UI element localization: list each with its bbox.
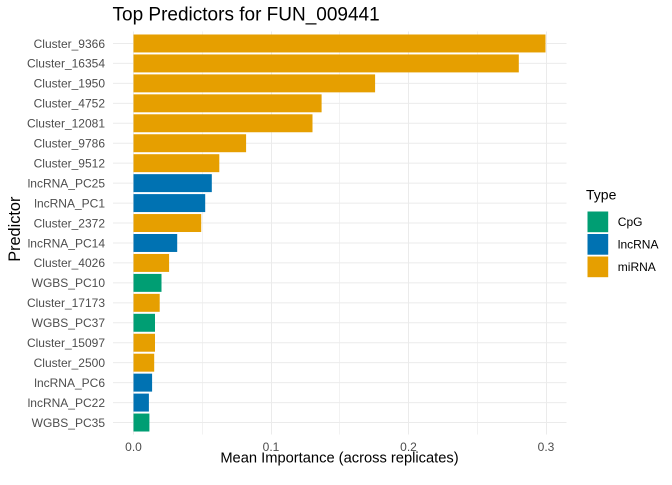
svg-text:CpG: CpG	[618, 215, 643, 229]
svg-text:0.1: 0.1	[263, 440, 280, 454]
svg-text:Cluster_4026: Cluster_4026	[34, 256, 106, 270]
svg-text:lncRNA_PC25: lncRNA_PC25	[28, 176, 106, 190]
svg-text:Cluster_17173: Cluster_17173	[27, 296, 105, 310]
svg-text:Cluster_1950: Cluster_1950	[34, 77, 106, 91]
svg-text:Top Predictors for FUN_009441: Top Predictors for FUN_009441	[113, 5, 380, 26]
svg-text:Predictor: Predictor	[6, 196, 24, 262]
svg-text:0.3: 0.3	[538, 440, 555, 454]
svg-text:lncRNA: lncRNA	[618, 238, 659, 252]
svg-text:lncRNA_PC14: lncRNA_PC14	[28, 236, 106, 250]
svg-text:Cluster_2372: Cluster_2372	[34, 216, 106, 230]
svg-text:Cluster_9512: Cluster_9512	[34, 156, 106, 170]
svg-text:lncRNA_PC22: lncRNA_PC22	[28, 396, 106, 410]
svg-text:Cluster_12081: Cluster_12081	[27, 117, 105, 131]
svg-text:WGBS_PC35: WGBS_PC35	[32, 416, 106, 430]
svg-text:Cluster_15097: Cluster_15097	[27, 336, 105, 350]
svg-text:lncRNA_PC6: lncRNA_PC6	[34, 376, 105, 390]
svg-text:WGBS_PC10: WGBS_PC10	[32, 276, 106, 290]
svg-text:Cluster_4752: Cluster_4752	[34, 97, 106, 111]
svg-text:0.0: 0.0	[125, 440, 142, 454]
svg-text:Mean Importance (across replic: Mean Importance (across replicates)	[220, 450, 458, 466]
svg-text:lncRNA_PC1: lncRNA_PC1	[34, 196, 105, 210]
svg-text:Cluster_9786: Cluster_9786	[34, 137, 106, 151]
svg-text:Type: Type	[586, 187, 617, 203]
svg-text:Cluster_2500: Cluster_2500	[34, 356, 106, 370]
svg-text:Cluster_9366: Cluster_9366	[34, 37, 106, 51]
svg-text:0.2: 0.2	[400, 440, 417, 454]
svg-text:miRNA: miRNA	[618, 260, 656, 274]
svg-text:Cluster_16354: Cluster_16354	[27, 57, 105, 71]
svg-text:WGBS_PC37: WGBS_PC37	[32, 316, 106, 330]
